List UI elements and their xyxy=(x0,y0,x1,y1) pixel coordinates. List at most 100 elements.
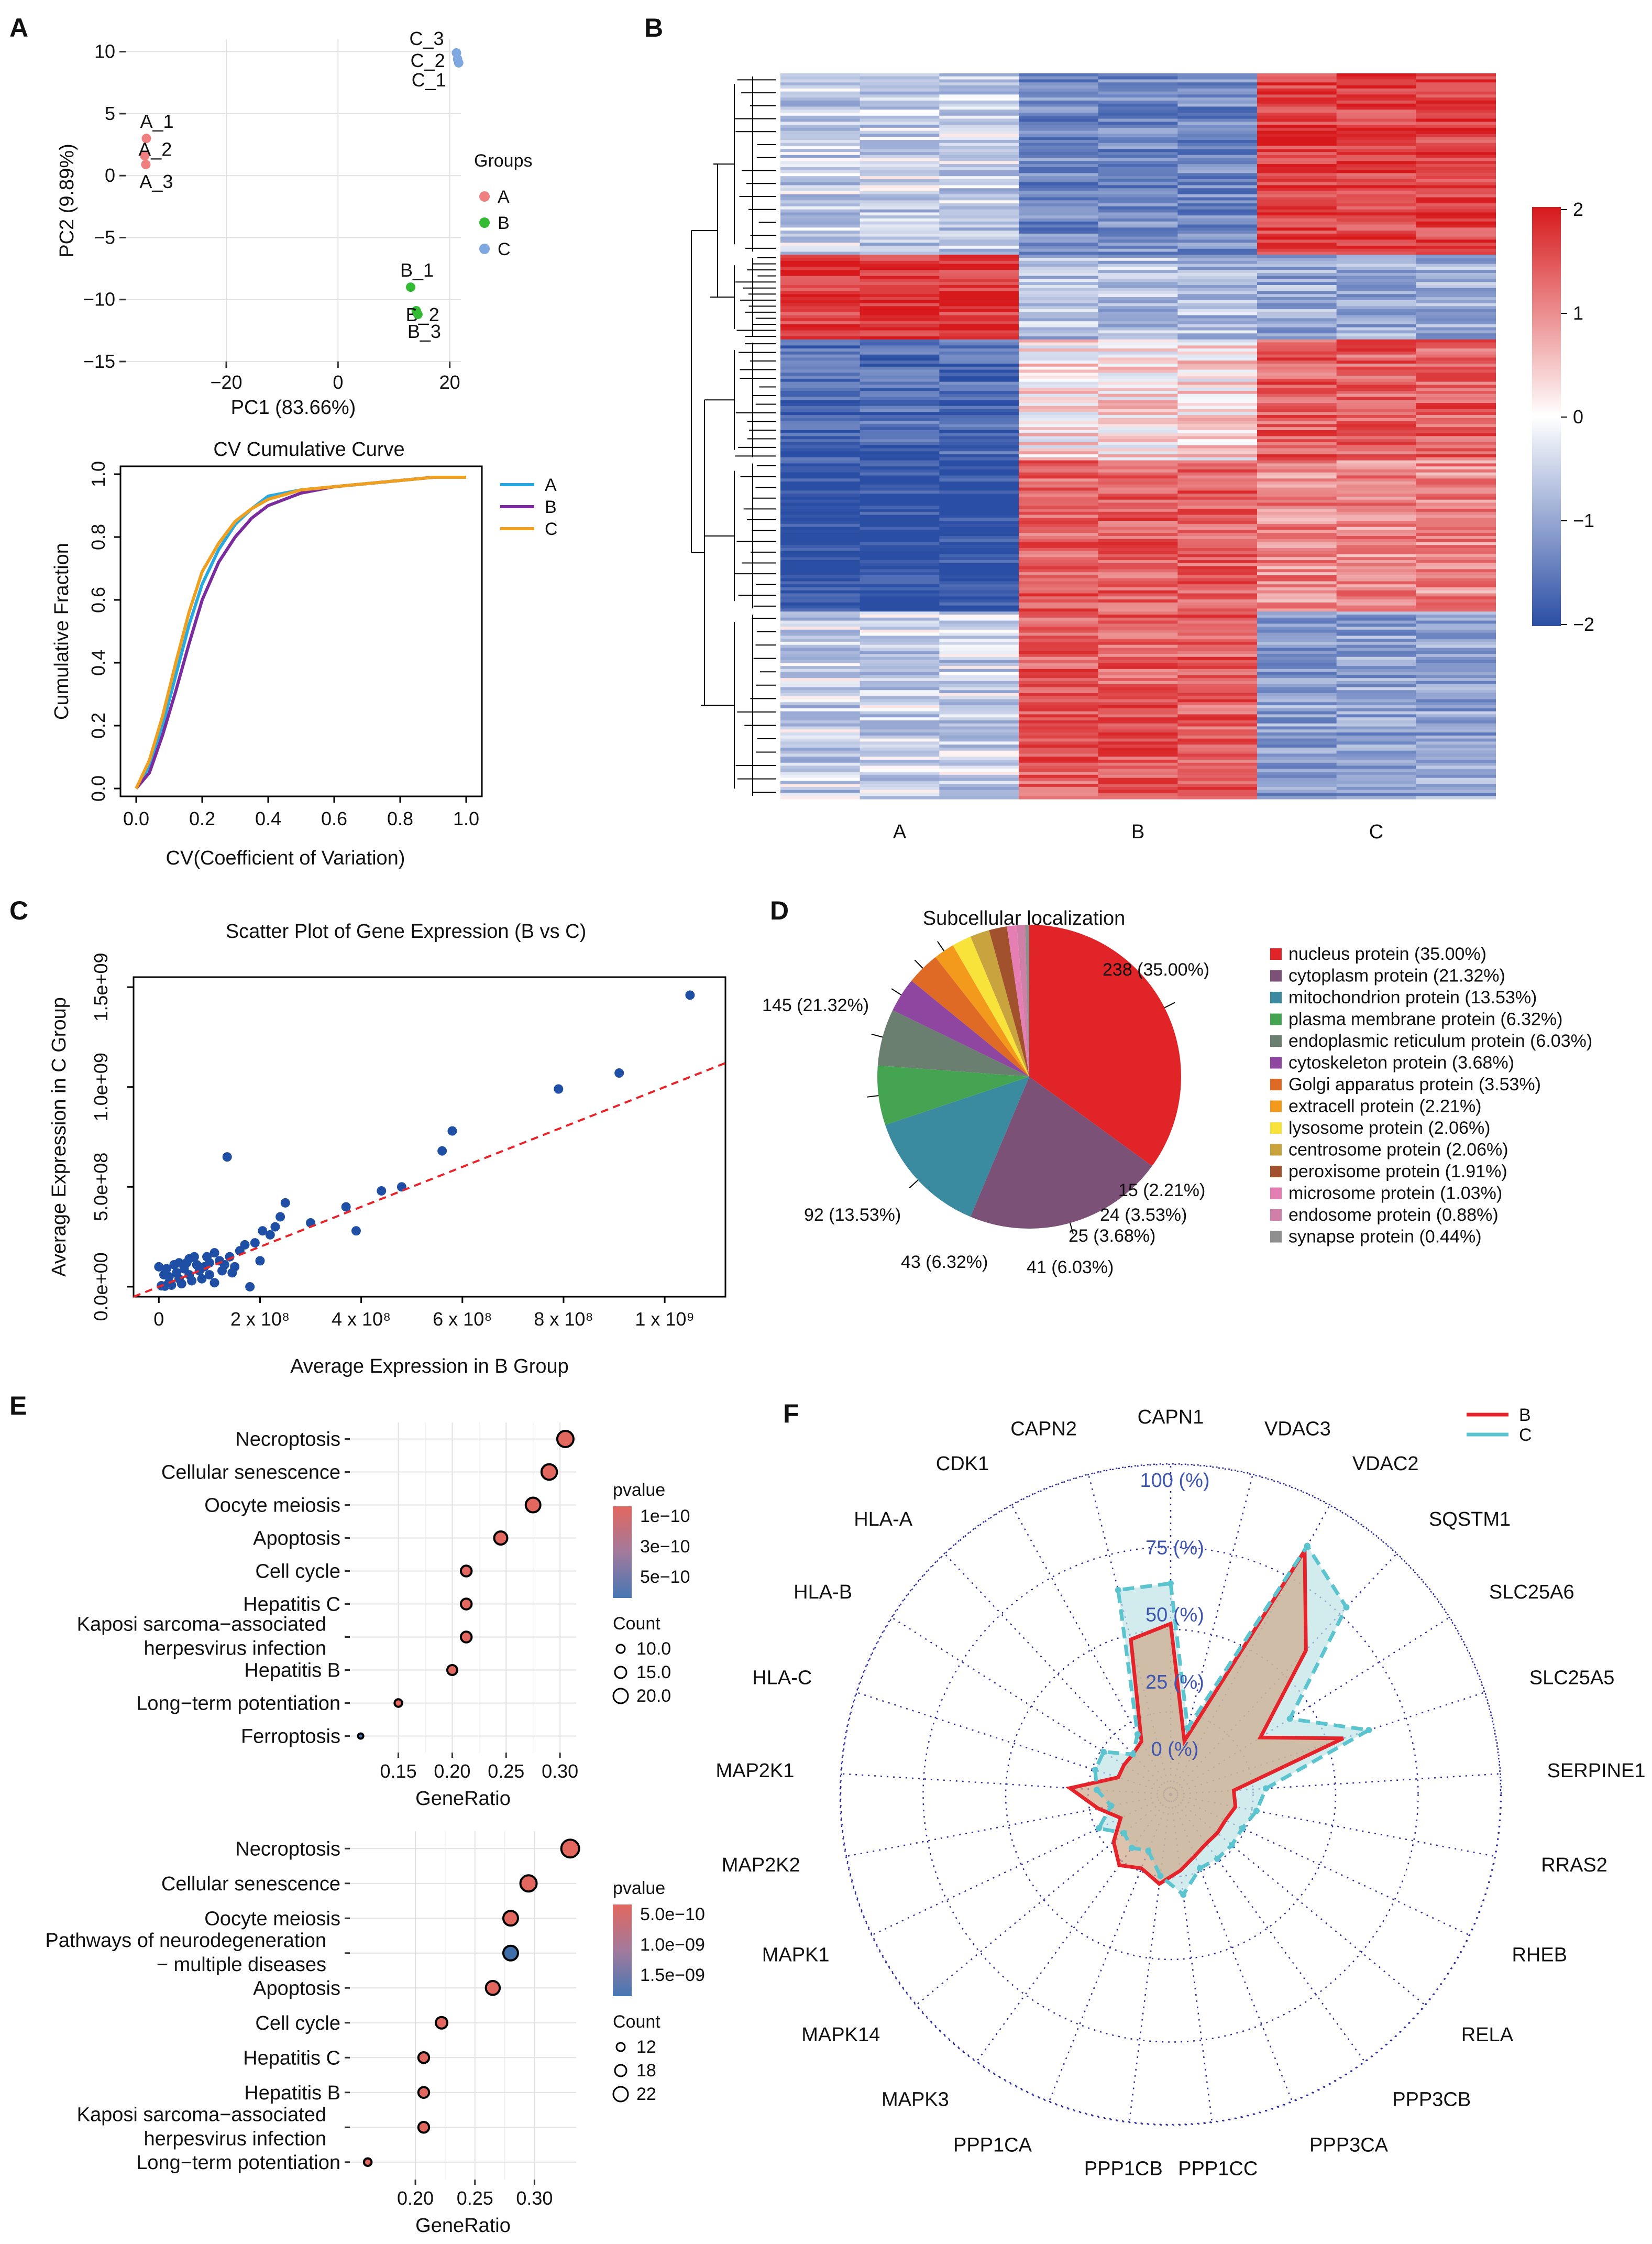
heatmap-cell xyxy=(860,152,940,156)
heatmap-cell xyxy=(780,433,861,437)
heatmap-cell xyxy=(860,209,940,213)
heatmap-cell xyxy=(939,369,1019,373)
heatmap-cell xyxy=(1416,143,1496,147)
heatmap-cell xyxy=(939,191,1019,195)
heatmap-cell xyxy=(1336,303,1417,307)
heatmap-cell xyxy=(939,194,1019,198)
heatmap-cell xyxy=(780,88,861,92)
heatmap-cell xyxy=(1098,735,1179,739)
heatmap-cell xyxy=(1257,539,1337,543)
heatmap-cell xyxy=(780,418,861,422)
heatmap-cell xyxy=(1416,197,1496,201)
dotplot-point xyxy=(493,1530,509,1546)
heatmap-cell xyxy=(1177,699,1258,703)
heatmap-cell xyxy=(939,490,1019,494)
panel-label-f: F xyxy=(783,1399,799,1428)
radar-axis-label: SLC25A6 xyxy=(1489,1581,1574,1603)
heatmap-cell xyxy=(1019,687,1099,691)
radar-point-C xyxy=(1253,1808,1260,1814)
heatmap-cell xyxy=(780,430,861,434)
heatmap-cell xyxy=(1416,551,1496,555)
radar-spoke xyxy=(872,1793,1171,1936)
heatmap-cell xyxy=(1177,243,1258,246)
heatmap-cell xyxy=(1098,687,1179,691)
heatmap-cell xyxy=(1177,442,1258,446)
heatmap-cell xyxy=(860,569,940,573)
heatmap-cell xyxy=(1098,545,1179,549)
heatmap-cell xyxy=(1019,759,1099,763)
heatmap-cell xyxy=(1019,539,1099,543)
heatmap-cell xyxy=(780,161,861,165)
heatmap-cell xyxy=(860,445,940,449)
heatmap-cell xyxy=(780,466,861,470)
heatmap-cell xyxy=(1257,762,1337,767)
heatmap-cell xyxy=(1257,146,1337,149)
heatmap-cell xyxy=(939,454,1019,458)
heatmap-cell xyxy=(1257,666,1337,670)
heatmap-cell xyxy=(860,91,940,95)
heatmap-cell xyxy=(1336,191,1417,195)
heatmap-cell xyxy=(1336,566,1417,570)
heatmap-cell xyxy=(939,753,1019,757)
heatmap-cell xyxy=(1416,636,1496,639)
heatmap-cell xyxy=(860,339,940,343)
heatmap-cell xyxy=(780,170,861,174)
heatmap-cell xyxy=(1416,300,1496,304)
heatmap-cell xyxy=(1257,678,1337,682)
heatmap-cell xyxy=(1336,427,1417,431)
radar-axis-label: PPP3CA xyxy=(1309,2134,1389,2156)
heatmap-cell xyxy=(1336,373,1417,376)
radar-point-C xyxy=(1180,1891,1187,1898)
heatmap-cell xyxy=(1336,765,1417,769)
heatmap-cell xyxy=(860,366,940,370)
heatmap-cell xyxy=(1019,515,1099,518)
heatmap-cell xyxy=(1177,499,1258,503)
heatmap-cell xyxy=(1098,496,1179,500)
heatmap-cell xyxy=(1416,406,1496,410)
heatmap-cell xyxy=(780,366,861,370)
heatmap-cell xyxy=(1019,94,1099,98)
heatmap-cell xyxy=(1336,605,1417,609)
heatmap-cell xyxy=(939,336,1019,340)
heatmap-cell xyxy=(1257,113,1337,116)
heatmap-cell xyxy=(1019,91,1099,95)
heatmap-cell xyxy=(780,421,861,425)
heatmap-cell xyxy=(1416,484,1496,488)
heatmap-cell xyxy=(1336,617,1417,621)
heatmap-cell xyxy=(939,303,1019,307)
heatmap-cell xyxy=(1019,723,1099,727)
heatmap-cell xyxy=(1019,366,1099,370)
heatmap-cell xyxy=(1098,790,1179,794)
heatmap-cell xyxy=(1019,445,1099,449)
heatmap-cell xyxy=(939,236,1019,240)
heatmap-cell xyxy=(939,155,1019,159)
dotplot-pvalue-tick: 1e−10 xyxy=(640,1506,690,1526)
heatmap-cell xyxy=(1019,173,1099,177)
heatmap-cell xyxy=(1098,134,1179,137)
heatmap-cell xyxy=(1098,738,1179,742)
heatmap-cell xyxy=(1416,750,1496,754)
heatmap-cell xyxy=(780,212,861,216)
heatmap-cell xyxy=(1336,100,1417,104)
heatmap-cell xyxy=(1019,641,1099,645)
heatmap-cell xyxy=(1257,563,1337,567)
heatmap-cell xyxy=(1098,557,1179,561)
heatmap-cell xyxy=(860,106,940,110)
heatmap-cell xyxy=(939,158,1019,161)
heatmap-cell xyxy=(939,648,1019,651)
heatmap-cell xyxy=(1257,194,1337,198)
heatmap-cell xyxy=(1336,203,1417,207)
heatmap-cell xyxy=(860,623,940,627)
heatmap-cell xyxy=(780,260,861,265)
heatmap-cell xyxy=(1416,781,1496,784)
heatmap-cell xyxy=(1177,457,1258,461)
heatmap-cell xyxy=(1019,702,1099,706)
heatmap-cell xyxy=(1019,270,1099,273)
heatmap-cell xyxy=(1336,457,1417,461)
heatmap-cell xyxy=(1177,73,1258,77)
heatmap-cell xyxy=(1257,284,1337,289)
heatmap-cell xyxy=(1257,457,1337,461)
heatmap-cell xyxy=(939,288,1019,292)
